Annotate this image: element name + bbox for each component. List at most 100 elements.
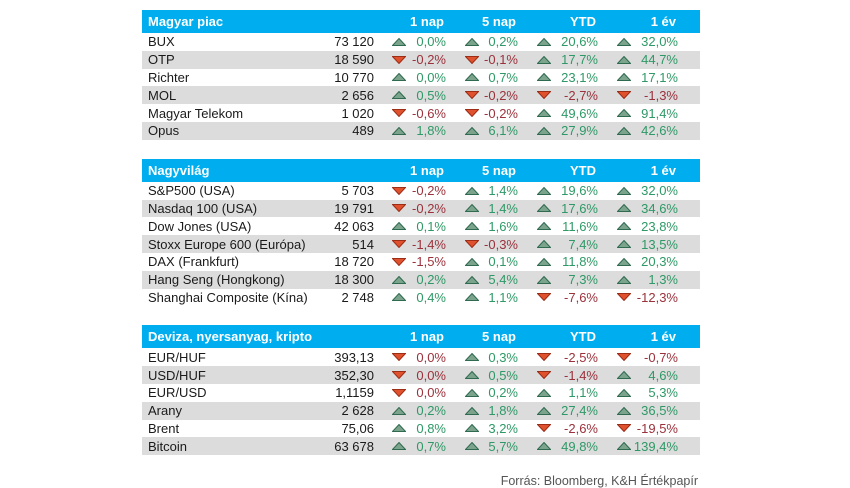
change-cell: 32,0%: [599, 34, 679, 49]
change-value: 0,1%: [416, 218, 446, 234]
arrow-up-icon: [465, 222, 479, 231]
arrow-down-icon: [465, 240, 479, 249]
change-value: 27,9%: [561, 123, 598, 139]
change-value: 20,6%: [561, 34, 598, 50]
column-header: 1 év: [650, 162, 676, 178]
column-header: 1 nap: [410, 162, 444, 178]
instrument-name: DAX (Frankfurt): [148, 254, 240, 270]
change-value: 11,6%: [562, 218, 598, 234]
arrow-up-icon: [465, 388, 479, 397]
change-cell: 1,8%: [447, 403, 519, 418]
instrument-value: 2 628: [341, 403, 374, 419]
change-value: 0,7%: [416, 438, 446, 454]
change-cell: -2,6%: [519, 421, 599, 436]
arrow-up-icon: [617, 55, 631, 64]
change-cell: 49,6%: [519, 106, 599, 121]
instrument-value: 42 063: [334, 218, 374, 234]
instrument-value: 2 656: [341, 87, 374, 103]
arrow-down-icon: [617, 91, 631, 100]
arrow-up-icon: [537, 37, 551, 46]
table-title: Nagyvilág: [148, 162, 210, 178]
change-cell: -1,4%: [519, 368, 599, 383]
change-value: 27,4%: [561, 403, 598, 419]
arrow-up-icon: [465, 371, 479, 380]
change-cell: -0,6%: [374, 106, 447, 121]
arrow-up-icon: [465, 126, 479, 135]
arrow-up-icon: [465, 442, 479, 451]
arrow-up-icon: [537, 222, 551, 231]
arrow-down-icon: [465, 55, 479, 64]
change-value: 5,3%: [648, 385, 678, 401]
instrument-value: 18 720: [334, 254, 374, 270]
change-value: 1,8%: [488, 403, 518, 419]
arrow-down-icon: [617, 424, 631, 433]
change-value: 0,0%: [416, 367, 446, 383]
change-value: -2,7%: [564, 87, 598, 103]
table-row: DAX (Frankfurt) 18 720 -1,5% 0,1% 11,8% 20,3%: [142, 253, 700, 271]
instrument-value: 19 791: [334, 200, 374, 216]
change-cell: 1,3%: [599, 272, 679, 287]
change-value: 6,1%: [488, 123, 518, 139]
table-header-row: Nagyvilág 1 nap 5 nap YTD 1 év: [142, 158, 700, 182]
change-cell: -7,6%: [519, 290, 599, 305]
change-cell: 0,0%: [374, 70, 447, 85]
table-title: Magyar piac: [148, 14, 224, 29]
instrument-value: 489: [352, 123, 374, 139]
change-cell: 0,4%: [374, 290, 447, 305]
instrument-name: OTP: [148, 52, 175, 68]
table-row: Opus 489 1,8% 6,1% 27,9% 42,6%: [142, 121, 700, 140]
change-value: -0,1%: [484, 52, 518, 68]
table-row: BUX 73 120 0,0% 0,2% 20,6% 32,0%: [142, 33, 700, 51]
change-cell: 7,3%: [519, 272, 599, 287]
instrument-value: 10 770: [334, 69, 374, 85]
change-value: 0,5%: [416, 87, 446, 103]
instrument-value: 352,30: [334, 367, 374, 383]
change-cell: 23,8%: [599, 219, 679, 234]
arrow-down-icon: [465, 91, 479, 100]
column-header: YTD: [570, 329, 596, 345]
change-cell: -2,7%: [519, 88, 599, 103]
instrument-value: 5 703: [341, 183, 374, 199]
change-value: -0,3%: [484, 236, 518, 252]
change-cell: -0,3%: [447, 237, 519, 252]
change-value: 32,0%: [641, 183, 678, 199]
change-value: 17,7%: [561, 52, 598, 68]
change-value: 20,3%: [641, 254, 678, 270]
instrument-name: Richter: [148, 69, 190, 85]
instrument-name: Shanghai Composite (Kína): [148, 289, 308, 305]
change-value: 7,3%: [568, 272, 598, 288]
change-cell: -2,5%: [519, 350, 599, 365]
change-value: 7,4%: [568, 236, 598, 252]
change-value: 91,4%: [641, 105, 678, 121]
change-value: 17,6%: [561, 200, 598, 216]
change-value: -0,7%: [644, 349, 678, 365]
arrow-up-icon: [392, 126, 406, 135]
change-cell: -0,2%: [447, 88, 519, 103]
table-row: Bitcoin 63 678 0,7% 5,7% 49,8% 139,4%: [142, 437, 700, 456]
table-magyar-piac: Magyar piac 1 nap 5 nap YTD 1 év BUX 73 120 0,0…: [142, 10, 700, 140]
arrow-up-icon: [392, 73, 406, 82]
arrow-down-icon: [392, 55, 406, 64]
arrow-up-icon: [392, 424, 406, 433]
arrow-down-icon: [617, 293, 631, 302]
change-cell: -0,2%: [447, 106, 519, 121]
change-cell: 17,1%: [599, 70, 679, 85]
arrow-up-icon: [465, 73, 479, 82]
arrow-up-icon: [617, 275, 631, 284]
change-value: 23,8%: [641, 218, 678, 234]
change-value: 17,1%: [641, 69, 678, 85]
arrow-up-icon: [537, 73, 551, 82]
change-value: 0,5%: [488, 367, 518, 383]
change-cell: -1,3%: [599, 88, 679, 103]
change-value: 19,6%: [561, 183, 598, 199]
arrow-down-icon: [392, 240, 406, 249]
instrument-value: 393,13: [334, 349, 374, 365]
change-cell: 17,6%: [519, 201, 599, 216]
column-header: 5 nap: [482, 329, 516, 345]
change-cell: 91,4%: [599, 106, 679, 121]
change-cell: 0,7%: [374, 439, 447, 454]
instrument-value: 18 300: [334, 272, 374, 288]
change-cell: -0,1%: [447, 52, 519, 67]
arrow-up-icon: [537, 257, 551, 266]
arrow-down-icon: [392, 388, 406, 397]
